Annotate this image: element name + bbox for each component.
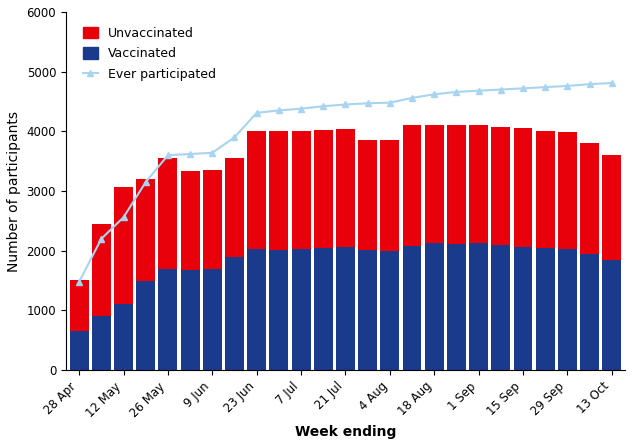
Bar [380,251,399,370]
Bar [137,281,155,370]
Bar [602,260,621,370]
Bar [291,249,310,370]
Bar [247,249,266,370]
Bar [358,250,377,370]
Bar [469,243,488,370]
Bar [403,125,422,246]
Bar [291,131,310,249]
Bar [447,244,466,370]
Bar [514,128,532,247]
Bar [181,171,200,270]
Bar [358,140,377,250]
X-axis label: Week ending: Week ending [295,425,396,439]
Bar [247,131,266,249]
Bar [92,316,111,370]
Bar [491,127,510,245]
Bar [336,129,355,247]
Bar [336,247,355,370]
Bar [114,305,133,370]
Bar [491,245,510,370]
Bar [314,130,332,248]
Bar [536,248,555,370]
Bar [225,158,244,257]
Bar [602,155,621,260]
Bar [225,257,244,370]
Bar [380,140,399,251]
Bar [203,268,222,370]
Bar [580,143,599,254]
Bar [469,125,488,243]
Bar [425,125,444,243]
Bar [558,132,577,249]
Bar [314,248,332,370]
Bar [203,170,222,268]
Bar [447,125,466,244]
Bar [514,247,532,370]
Bar [269,131,288,249]
Bar [137,179,155,281]
Bar [580,254,599,370]
Bar [70,331,88,370]
Bar [403,246,422,370]
Bar [70,280,88,331]
Bar [181,270,200,370]
Bar [159,157,178,268]
Bar [536,131,555,248]
Bar [159,268,178,370]
Bar [92,224,111,316]
Bar [425,243,444,370]
Legend: Unvaccinated, Vaccinated, Ever participated: Unvaccinated, Vaccinated, Ever participa… [78,22,221,86]
Bar [269,249,288,370]
Bar [114,187,133,305]
Bar [558,249,577,370]
Y-axis label: Number of participants: Number of participants [7,111,21,272]
